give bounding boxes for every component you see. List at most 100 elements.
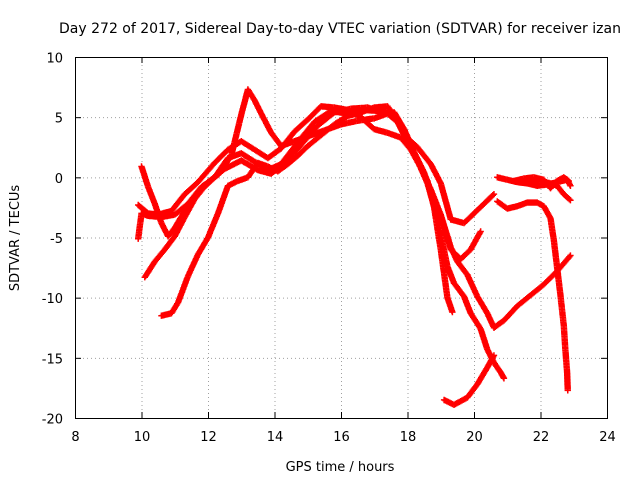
chart-title: Day 272 of 2017, Sidereal Day-to-day VTE…	[59, 21, 621, 37]
data-marker-run	[194, 235, 211, 258]
data-marker-run	[480, 192, 496, 207]
series-sat-g	[494, 198, 571, 394]
data-marker-run	[211, 147, 230, 167]
data-marker-run	[258, 110, 274, 135]
data-marker-run	[450, 395, 470, 408]
data-marker-run	[404, 138, 420, 163]
data-marker	[567, 182, 574, 189]
y-axis-label: SDTVAR / TECUs	[8, 185, 23, 292]
data-marker-run	[414, 157, 430, 186]
data-marker-run	[224, 138, 244, 153]
data-marker-run	[304, 133, 323, 150]
data-marker-run	[244, 86, 257, 103]
data-marker-run	[500, 304, 520, 324]
data-marker-run	[297, 123, 320, 148]
data-marker-run	[161, 234, 177, 253]
data-marker-run	[514, 293, 533, 310]
data-marker	[490, 352, 498, 359]
data-marker-run	[251, 146, 270, 161]
data-marker-run	[457, 247, 473, 263]
data-marker-run	[553, 182, 566, 197]
data-marker-run	[214, 184, 231, 217]
y-tick-label: -20	[42, 413, 63, 428]
x-tick-label: 20	[466, 430, 483, 445]
data-marker-run	[181, 179, 201, 198]
data-marker-run	[427, 160, 444, 186]
data-marker-run	[181, 197, 198, 221]
data-marker-run	[394, 117, 410, 144]
data-marker-run	[484, 310, 497, 330]
data-marker-run	[294, 143, 310, 159]
data-marker-run	[204, 166, 227, 186]
x-tick-label: 22	[533, 430, 550, 445]
y-tick-label: 5	[55, 112, 63, 127]
data-marker-run	[460, 293, 474, 316]
data-marker-run	[414, 144, 433, 167]
data-marker	[500, 375, 508, 382]
data-marker-run	[424, 180, 441, 220]
data-marker-run	[184, 252, 201, 280]
data-marker	[449, 308, 456, 316]
data-marker-run	[444, 263, 457, 285]
x-tick-label: 24	[599, 430, 616, 445]
data-marker-run	[168, 300, 181, 317]
data-marker-run	[357, 114, 377, 132]
data-marker	[567, 252, 574, 259]
data-marker-run	[251, 97, 264, 116]
data-marker-run	[477, 325, 490, 352]
x-tick-label: 18	[400, 430, 417, 445]
data-marker	[490, 190, 498, 198]
data-marker-run	[191, 180, 211, 203]
data-marker-run	[311, 108, 333, 126]
data-marker-run	[444, 294, 456, 314]
data-marker-run	[168, 192, 187, 215]
data-marker-run	[454, 258, 470, 277]
data-marker-run	[141, 259, 158, 281]
axis-ticks: 8 10 12 14 16 18 20 22 24 10 5 0 -5 -10 -15 -20	[42, 52, 616, 446]
data-marker-run	[135, 201, 151, 216]
x-tick-label: 12	[200, 430, 217, 445]
data-marker	[567, 196, 574, 204]
plot-frame	[75, 57, 608, 419]
data-marker-run	[540, 203, 553, 221]
data-marker-run	[244, 161, 261, 181]
series-sat-j	[527, 177, 574, 204]
data-marker-run	[144, 183, 158, 206]
data-marker-run	[490, 318, 506, 331]
data-marker-run	[447, 243, 460, 264]
data-marker-run	[437, 211, 454, 249]
y-tick-label: 10	[46, 52, 63, 67]
data-marker-run	[291, 117, 310, 135]
data-marker-run	[304, 104, 324, 123]
data-marker-run	[268, 129, 284, 148]
data-marker-run	[204, 211, 221, 241]
data-marker-run	[277, 129, 297, 152]
data-marker-run	[331, 113, 350, 128]
data-marker-run	[434, 215, 451, 268]
data-marker-run	[470, 201, 487, 217]
data-marker-run	[467, 229, 484, 253]
data-marker-run	[490, 359, 503, 375]
data-marker-run	[135, 211, 145, 242]
data-marker-run	[274, 161, 290, 175]
data-marker-run	[464, 382, 480, 401]
data-marker-run	[194, 160, 217, 186]
data-marker-run	[314, 110, 337, 129]
data-marker-run	[284, 153, 300, 168]
y-tick-label: -10	[42, 292, 63, 307]
data-marker	[564, 387, 571, 394]
data-marker-run	[171, 215, 188, 240]
data-marker-run	[238, 150, 257, 164]
data-marker-run	[467, 310, 483, 331]
data-marker-run	[560, 174, 571, 184]
x-tick-label: 16	[333, 430, 350, 445]
data-marker-run	[450, 280, 467, 299]
data-marker-run	[560, 191, 573, 203]
data-marker-run	[527, 282, 546, 299]
data-marker-run	[264, 146, 284, 162]
data-marker-run	[460, 211, 477, 227]
x-tick-label: 8	[71, 430, 79, 445]
data-marker-run	[174, 274, 191, 306]
data-marker-run	[151, 247, 167, 265]
